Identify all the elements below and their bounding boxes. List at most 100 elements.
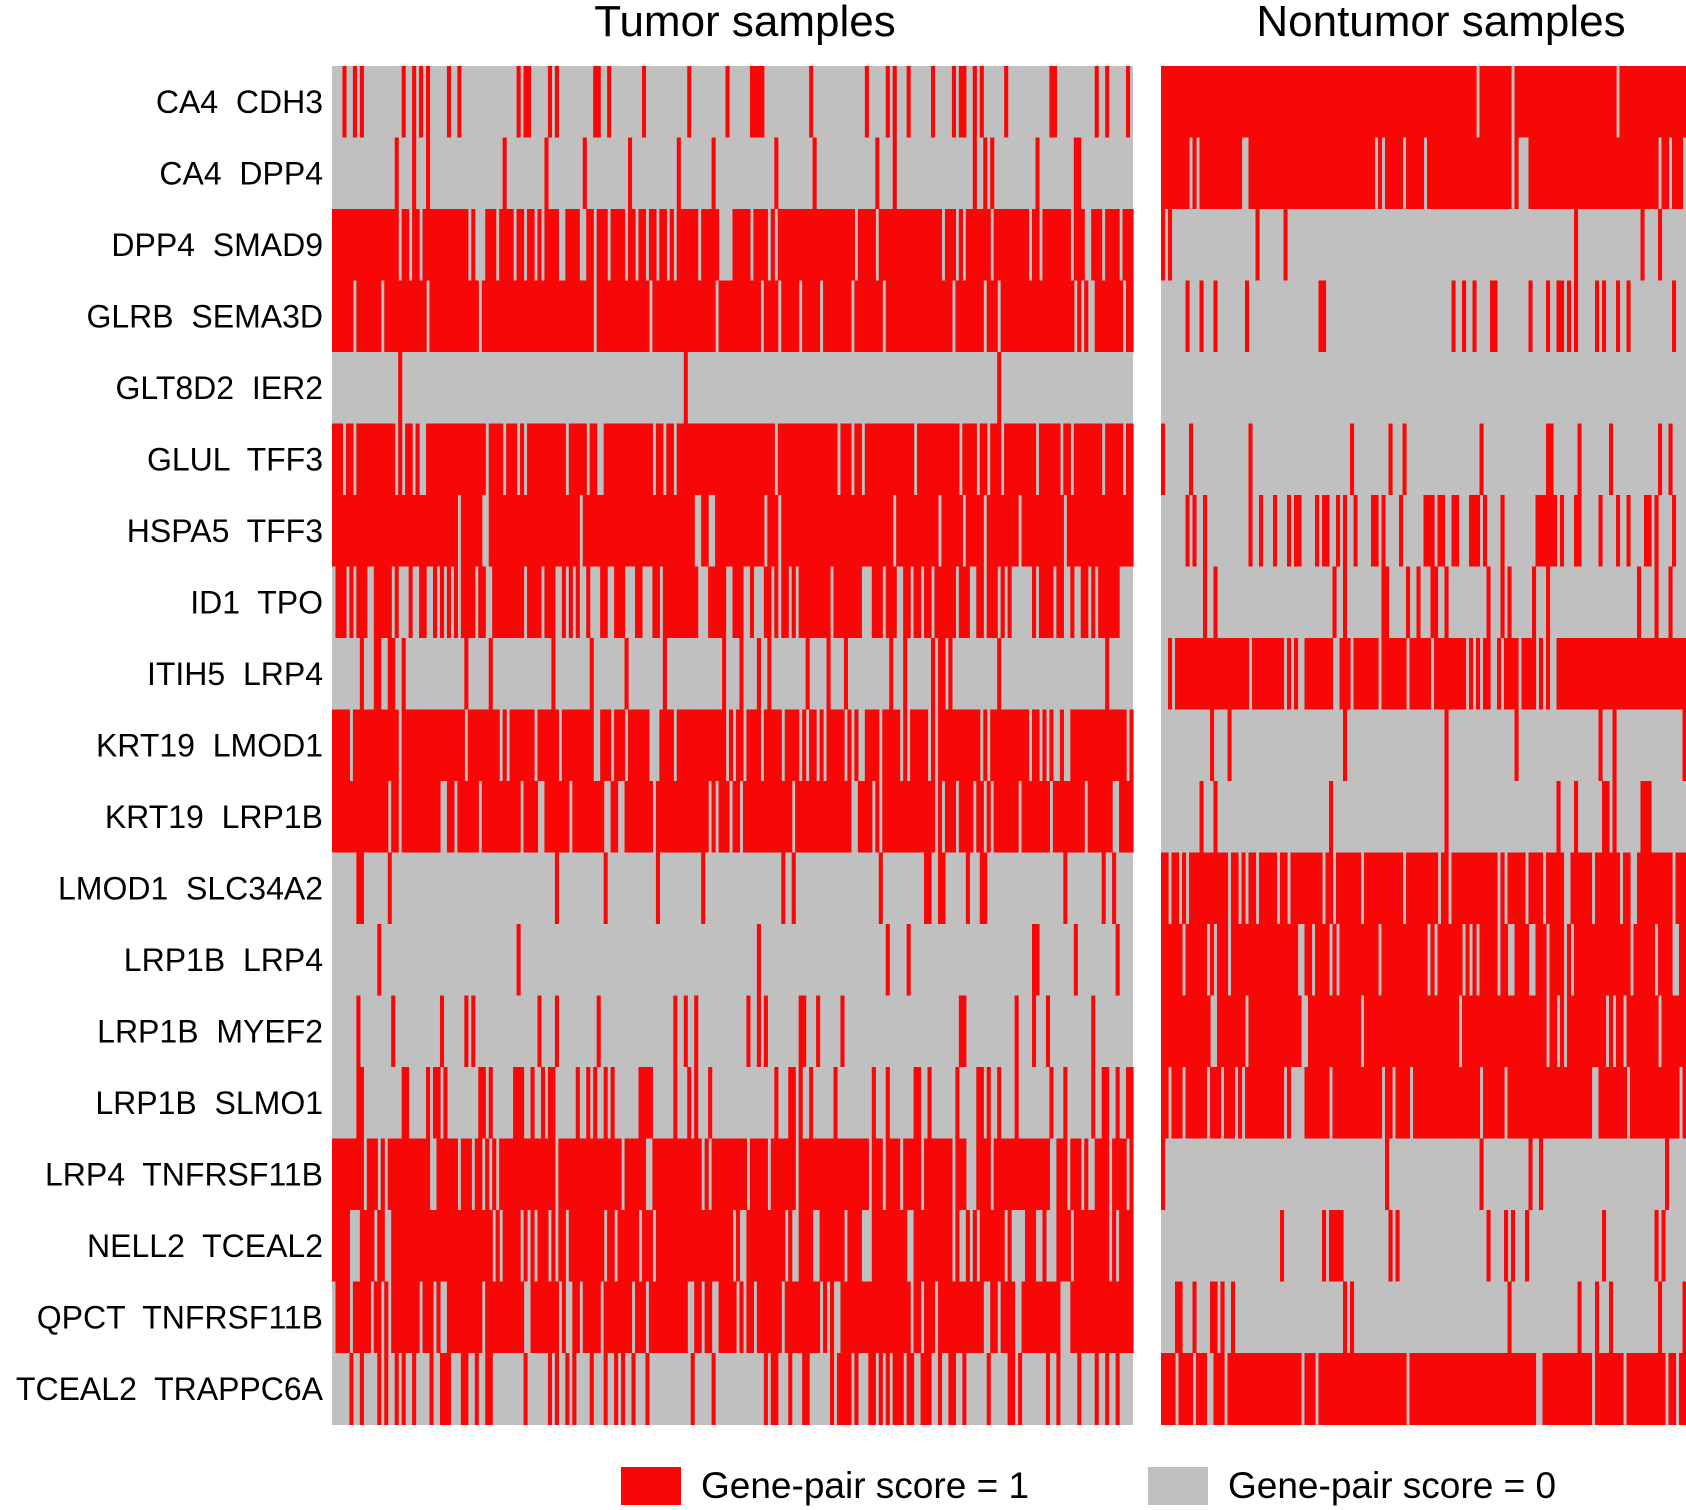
heatmap-cell-score1 bbox=[628, 280, 633, 353]
heatmap-cell-score1 bbox=[426, 1281, 431, 1354]
heatmap-cell-score1 bbox=[1011, 495, 1016, 567]
heatmap-cell-score1 bbox=[1119, 423, 1124, 496]
heatmap-cell-score1 bbox=[1087, 1210, 1092, 1282]
heatmap-cell-score1 bbox=[1602, 1067, 1607, 1139]
heatmap-cell-score1 bbox=[833, 423, 838, 496]
heatmap-cell-score1 bbox=[878, 423, 883, 496]
heatmap-cell-score1 bbox=[1528, 852, 1533, 925]
heatmap-cell-score1 bbox=[1357, 852, 1362, 925]
heatmap-cell-score1 bbox=[1259, 1353, 1264, 1425]
heatmap-cell-score1 bbox=[419, 1210, 424, 1282]
heatmap-cell-score1 bbox=[1553, 1353, 1558, 1425]
heatmap-cell-score1 bbox=[450, 423, 455, 496]
heatmap-cell-score1 bbox=[1486, 1210, 1491, 1282]
heatmap-cell-score1 bbox=[342, 1210, 347, 1282]
heatmap-cell-score1 bbox=[847, 423, 852, 496]
heatmap-cell-score1 bbox=[704, 709, 709, 782]
heatmap-cell-score1 bbox=[732, 566, 737, 639]
heatmap-cell-score1 bbox=[1077, 423, 1082, 496]
heatmap-cell-score1 bbox=[1581, 924, 1586, 996]
heatmap-cell-score1 bbox=[1168, 924, 1173, 996]
row-label: CA4 CDH3 bbox=[156, 84, 323, 120]
heatmap-cell-score1 bbox=[1126, 1281, 1131, 1354]
heatmap-cell-score1 bbox=[575, 423, 580, 496]
heatmap-cell-score1 bbox=[715, 1138, 720, 1211]
heatmap-cell-score1 bbox=[840, 995, 845, 1068]
heatmap-cell-score1 bbox=[830, 495, 835, 567]
heatmap-cell-score1 bbox=[1444, 638, 1449, 710]
heatmap-cell-score1 bbox=[1108, 423, 1113, 496]
heatmap-cell-score1 bbox=[1497, 137, 1502, 210]
heatmap-cell-score1 bbox=[1126, 423, 1131, 496]
heatmap-cell-score1 bbox=[760, 66, 765, 138]
heatmap-cell-score1 bbox=[1248, 66, 1253, 138]
heatmap-cell-score1 bbox=[1213, 1281, 1218, 1354]
heatmap-cell-score1 bbox=[645, 1353, 650, 1425]
heatmap-cell-score1 bbox=[1392, 66, 1397, 138]
heatmap-cell-score1 bbox=[997, 638, 1002, 710]
heatmap-cell-score1 bbox=[481, 1067, 486, 1139]
heatmap-cell-score1 bbox=[770, 209, 775, 281]
heatmap-cell-score1 bbox=[788, 423, 793, 496]
heatmap-cell-score1 bbox=[478, 495, 483, 567]
heatmap-cell-score1 bbox=[1045, 995, 1051, 1068]
heatmap-cell-score1 bbox=[976, 1138, 981, 1211]
heatmap-cell-score1 bbox=[1486, 1067, 1491, 1139]
heatmap-cell-score1 bbox=[401, 1353, 406, 1425]
heatmap-cell-score1 bbox=[366, 280, 371, 353]
heatmap-cell-score1 bbox=[408, 423, 413, 496]
heatmap-cell-score1 bbox=[1161, 1067, 1166, 1139]
heatmap-cell-score1 bbox=[1220, 638, 1225, 710]
heatmap-cell-score1 bbox=[1245, 924, 1250, 996]
heatmap-cell-score1 bbox=[1269, 1067, 1274, 1139]
heatmap-cell-score1 bbox=[530, 781, 535, 853]
heatmap-cell-score1 bbox=[638, 1281, 643, 1354]
heatmap-cell-score1 bbox=[857, 1210, 862, 1282]
heatmap-cell-score1 bbox=[377, 280, 382, 353]
heatmap-cell-score1 bbox=[614, 781, 619, 853]
heatmap-cell-score1 bbox=[781, 280, 786, 353]
heatmap-cell-score1 bbox=[1633, 137, 1638, 210]
heatmap-cell-score1 bbox=[1434, 137, 1439, 210]
heatmap-cell-score1 bbox=[520, 495, 525, 567]
heatmap-cell-score1 bbox=[1486, 638, 1491, 710]
heatmap-cell-score1 bbox=[1448, 66, 1453, 138]
heatmap-cell-score1 bbox=[802, 280, 807, 353]
heatmap-cell-score1 bbox=[1105, 1353, 1110, 1425]
heatmap-cell-score1 bbox=[1651, 852, 1656, 925]
heatmap-cell-score1 bbox=[1469, 852, 1474, 925]
heatmap-cell-score1 bbox=[617, 709, 622, 782]
heatmap-cell-score1 bbox=[889, 709, 894, 782]
heatmap-cell-score1 bbox=[1490, 66, 1495, 138]
heatmap-cell-score1 bbox=[443, 1353, 448, 1425]
heatmap-cell-score1 bbox=[1633, 66, 1638, 138]
heatmap-cell-score1 bbox=[1122, 1210, 1127, 1282]
heatmap-cell-score1 bbox=[433, 566, 438, 639]
heatmap-cell-score1 bbox=[861, 1281, 866, 1354]
heatmap-cell-score1 bbox=[798, 995, 803, 1068]
heatmap-cell-score1 bbox=[1080, 1210, 1085, 1282]
heatmap-cell-score1 bbox=[669, 280, 674, 353]
heatmap-cell-score1 bbox=[1245, 66, 1250, 138]
heatmap-cell-score1 bbox=[366, 423, 371, 496]
heatmap-cell-score1 bbox=[805, 280, 810, 353]
heatmap-cell-score1 bbox=[1640, 66, 1645, 138]
heatmap-cell-score1 bbox=[1434, 1353, 1439, 1425]
heatmap-cell-score1 bbox=[934, 495, 939, 567]
heatmap-cell-score1 bbox=[843, 638, 849, 710]
heatmap-cell-score1 bbox=[885, 781, 890, 853]
heatmap-cell-score1 bbox=[680, 209, 685, 281]
heatmap-cell-score1 bbox=[1259, 1067, 1264, 1139]
heatmap-cell-score1 bbox=[958, 209, 963, 281]
heatmap-cell-score1 bbox=[1626, 280, 1631, 353]
heatmap-cell-score1 bbox=[1637, 566, 1642, 639]
heatmap-cell-score1 bbox=[579, 781, 584, 853]
heatmap-cell-score1 bbox=[753, 1210, 758, 1282]
heatmap-cell-score1 bbox=[1588, 995, 1593, 1068]
heatmap-cell-score1 bbox=[1332, 1067, 1337, 1139]
heatmap-cell-score1 bbox=[868, 1281, 873, 1354]
heatmap-cell-score1 bbox=[1238, 995, 1243, 1068]
heatmap-cell-score1 bbox=[474, 781, 479, 853]
heatmap-cell-score1 bbox=[756, 209, 761, 281]
heatmap-cell-score1 bbox=[530, 423, 535, 496]
